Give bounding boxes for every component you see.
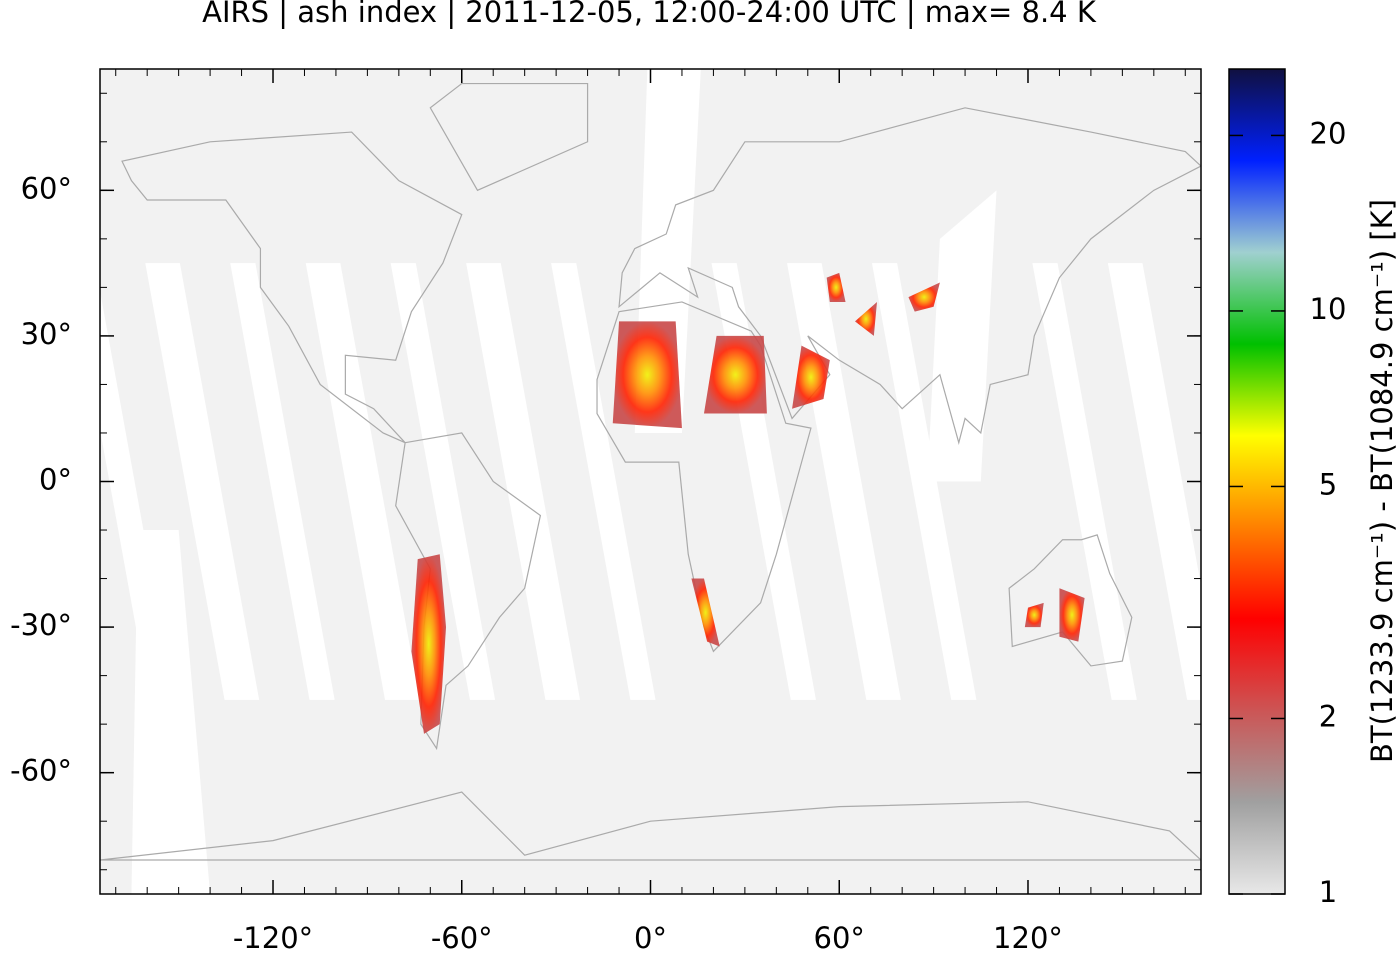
colorbar-label: BT(1233.9 cm⁻¹) - BT(1084.9 cm⁻¹) [K] xyxy=(1365,199,1398,763)
colorbar-tick-label: 20 xyxy=(1310,116,1347,150)
colorbar xyxy=(1228,68,1286,895)
map-layer xyxy=(100,69,1201,894)
y-tick-label: 30° xyxy=(21,317,72,351)
coastline xyxy=(429,82,589,192)
swath-gap xyxy=(871,263,977,700)
swath-gap xyxy=(305,263,420,700)
ash-patch xyxy=(703,335,767,414)
swath-gap xyxy=(1107,263,1201,700)
ash-patch xyxy=(411,554,447,734)
ash-patch xyxy=(612,321,682,429)
y-tick-label: 0° xyxy=(39,463,72,497)
swath-gap xyxy=(145,263,260,700)
y-tick-label: -60° xyxy=(10,754,72,788)
ash-patch xyxy=(1059,588,1085,642)
colorbar-tick-label: 10 xyxy=(1310,292,1347,326)
swath-gap xyxy=(466,263,581,700)
ash-patch xyxy=(826,272,846,302)
ash-patch xyxy=(908,282,940,312)
x-tick-label: 0° xyxy=(634,921,667,955)
y-tick-label: 60° xyxy=(21,171,72,205)
chart-title: AIRS | ash index | 2011-12-05, 12:00-24:… xyxy=(202,0,1097,29)
coastline xyxy=(596,301,812,653)
colorbar-tick-label: 2 xyxy=(1319,699,1337,733)
colorbar-tick-label: 5 xyxy=(1319,467,1337,501)
x-tick-label: 60° xyxy=(814,921,865,955)
x-tick-label: 120° xyxy=(993,921,1063,955)
ash-patch xyxy=(792,345,830,409)
ash-patch xyxy=(1024,602,1044,628)
coastline xyxy=(618,107,1201,445)
coastline xyxy=(121,131,463,444)
colorbar-tick-label: 1 xyxy=(1319,875,1337,909)
ash-patch xyxy=(691,578,720,647)
y-tick-label: -30° xyxy=(10,608,72,642)
swath-gap xyxy=(390,263,496,700)
swath-gap xyxy=(230,263,335,700)
swath-gap xyxy=(551,263,656,700)
swath-gap xyxy=(927,190,997,482)
coastline xyxy=(1008,534,1133,667)
x-tick-label: -120° xyxy=(233,921,313,955)
swath-gap xyxy=(1032,263,1137,700)
ash-patch xyxy=(854,301,877,336)
x-tick-label: -60° xyxy=(431,921,493,955)
swath-gap xyxy=(131,530,211,894)
coastline xyxy=(100,791,1201,861)
